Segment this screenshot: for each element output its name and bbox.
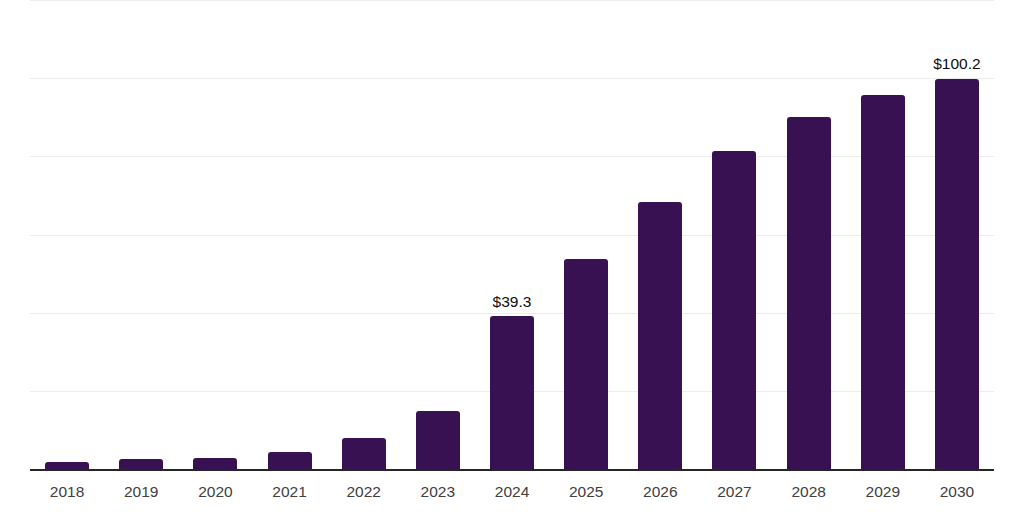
bar-band-2028	[772, 0, 846, 470]
bar-band-2029	[846, 0, 920, 470]
x-tick-label-2018: 2018	[30, 483, 104, 500]
bar-2024	[490, 316, 534, 470]
x-tick-label-2029: 2029	[846, 483, 920, 500]
plot-area: $39.3 $100.2	[30, 0, 994, 470]
x-tick-label-2025: 2025	[549, 483, 623, 500]
bar-2029	[861, 95, 905, 470]
bar-band-2025	[549, 0, 623, 470]
bar-2021	[268, 452, 312, 470]
x-tick-label-2024: 2024	[475, 483, 549, 500]
bar-2027	[712, 151, 756, 470]
bar-band-2019	[104, 0, 178, 470]
x-tick-label-2022: 2022	[327, 483, 401, 500]
bar-band-2020	[178, 0, 252, 470]
x-tick-label-2026: 2026	[623, 483, 697, 500]
bar-band-2024: $39.3	[475, 0, 549, 470]
bar-band-2030: $100.2	[920, 0, 994, 470]
x-axis-tick-labels: 2018201920202021202220232024202520262027…	[30, 483, 994, 500]
bar-band-2023	[401, 0, 475, 470]
bar-chart: $39.3 $100.2 2018201920202021202220232024…	[0, 0, 1024, 512]
bar-2022	[342, 438, 386, 470]
bar-band-2021	[252, 0, 326, 470]
bar-2028	[787, 117, 831, 470]
bars-group: $39.3 $100.2	[30, 0, 994, 470]
bar-2025	[564, 259, 608, 470]
bar-band-2027	[697, 0, 771, 470]
bar-band-2022	[327, 0, 401, 470]
bar-band-2026	[623, 0, 697, 470]
bar-2026	[638, 202, 682, 470]
bar-2023	[416, 411, 460, 470]
x-tick-label-2027: 2027	[697, 483, 771, 500]
x-tick-label-2030: 2030	[920, 483, 994, 500]
bar-value-label-2030: $100.2	[933, 56, 980, 72]
x-tick-label-2023: 2023	[401, 483, 475, 500]
x-axis-line	[30, 469, 994, 471]
x-tick-label-2020: 2020	[178, 483, 252, 500]
x-tick-label-2019: 2019	[104, 483, 178, 500]
x-tick-label-2021: 2021	[252, 483, 326, 500]
bar-2019	[119, 459, 163, 470]
x-tick-label-2028: 2028	[772, 483, 846, 500]
bar-2030	[935, 79, 979, 470]
bar-2020	[193, 458, 237, 470]
bar-band-2018	[30, 0, 104, 470]
bar-value-label-2024: $39.3	[493, 294, 532, 310]
